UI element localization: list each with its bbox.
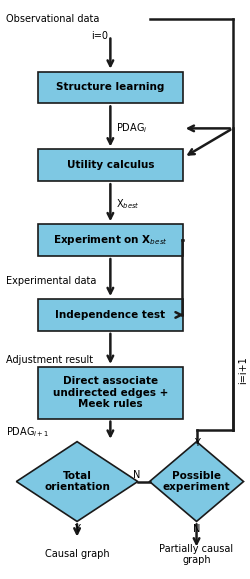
Text: Experimental data: Experimental data	[6, 276, 96, 286]
Text: N: N	[193, 525, 200, 534]
Text: Possible
experiment: Possible experiment	[163, 471, 230, 492]
Polygon shape	[16, 442, 138, 522]
Text: N: N	[133, 470, 140, 479]
Text: PDAG$_i$: PDAG$_i$	[116, 122, 148, 135]
Polygon shape	[150, 442, 244, 522]
FancyBboxPatch shape	[38, 224, 183, 256]
Text: X$_{best}$: X$_{best}$	[116, 197, 140, 211]
Text: Partially causal
graph: Partially causal graph	[160, 544, 234, 565]
Text: Observational data: Observational data	[6, 14, 99, 24]
Text: i=i+1: i=i+1	[238, 356, 248, 384]
Text: Direct associate
undirected edges +
Meek rules: Direct associate undirected edges + Meek…	[53, 376, 168, 409]
Text: Utility calculus: Utility calculus	[66, 160, 154, 170]
Text: Adjustment result: Adjustment result	[6, 355, 93, 365]
FancyBboxPatch shape	[38, 299, 183, 331]
Text: PDAG$_{i+1}$: PDAG$_{i+1}$	[6, 425, 49, 438]
Text: Structure learning: Structure learning	[56, 82, 164, 93]
FancyBboxPatch shape	[38, 149, 183, 181]
Text: Total
orientation: Total orientation	[44, 471, 110, 492]
Text: Experiment on X$_{best}$: Experiment on X$_{best}$	[53, 233, 168, 247]
Text: i=0: i=0	[91, 31, 108, 41]
FancyBboxPatch shape	[38, 72, 183, 104]
Text: Y: Y	[194, 438, 200, 448]
FancyBboxPatch shape	[38, 367, 183, 419]
Text: Y: Y	[74, 525, 80, 534]
Text: Causal graph: Causal graph	[45, 549, 110, 559]
Text: Independence test: Independence test	[55, 310, 166, 320]
